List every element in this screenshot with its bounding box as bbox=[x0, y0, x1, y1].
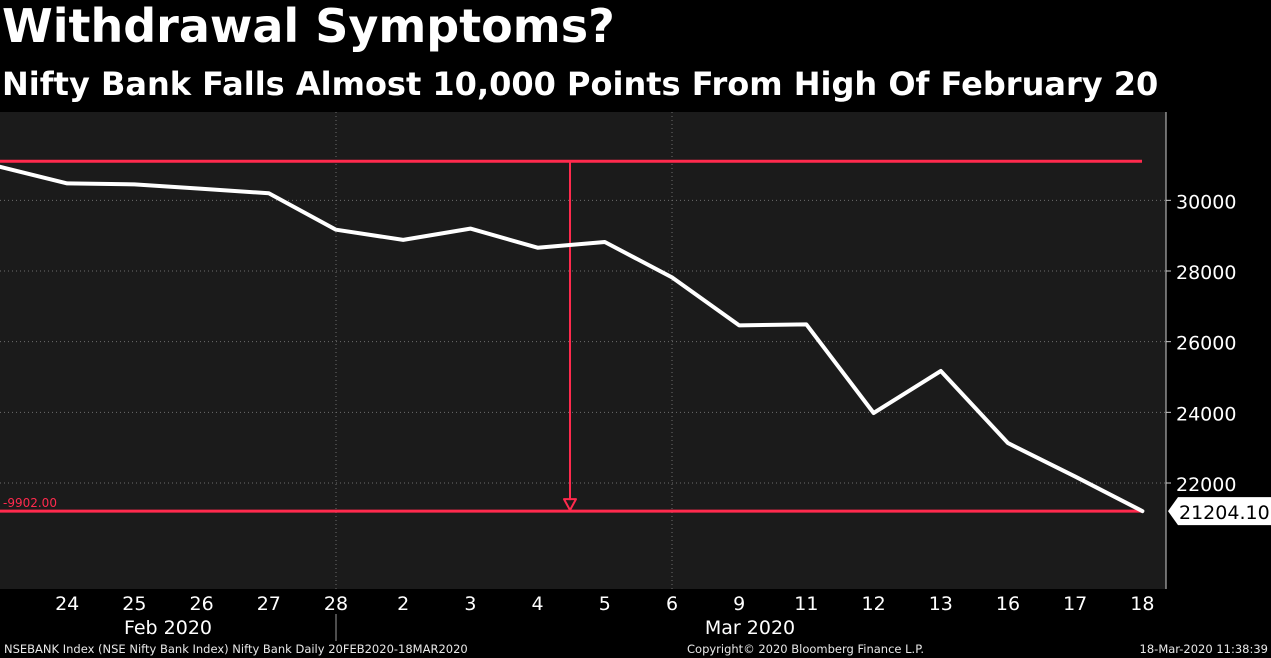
y-tick-label: 28000 bbox=[1176, 262, 1236, 284]
x-group-label: Feb 2020 bbox=[124, 617, 212, 639]
x-tick-label: 27 bbox=[257, 593, 281, 615]
chart-subtitle: Nifty Bank Falls Almost 10,000 Points Fr… bbox=[2, 65, 1159, 103]
x-tick-label: 4 bbox=[532, 593, 544, 615]
difference-label: -9902.00 bbox=[3, 496, 57, 510]
x-tick-label: 9 bbox=[733, 593, 745, 615]
footer-timestamp: 18-Mar-2020 11:38:39 bbox=[1139, 642, 1268, 656]
last-value-label: 21204.10 bbox=[1179, 502, 1270, 524]
chart-title: Withdrawal Symptoms? bbox=[2, 0, 615, 53]
axis-layer: 22000 24000 26000 28000 30000 24 25 26 27 28 2 3 4 5 6… bbox=[55, 112, 1271, 641]
x-tick-label: 16 bbox=[996, 593, 1020, 615]
footer-source: NSEBANK Index (NSE Nifty Bank Index) Nif… bbox=[4, 642, 468, 656]
drop-arrow-head bbox=[563, 498, 577, 512]
x-tick-label: 3 bbox=[464, 593, 476, 615]
y-tick-label: 30000 bbox=[1176, 191, 1236, 213]
x-tick-label: 24 bbox=[55, 593, 79, 615]
y-tick-label: 24000 bbox=[1176, 403, 1236, 425]
x-tick-label: 12 bbox=[862, 593, 886, 615]
x-tick-label: 6 bbox=[666, 593, 678, 615]
x-tick-label: 2 bbox=[397, 593, 409, 615]
x-tick-label: 28 bbox=[324, 593, 348, 615]
x-tick-label: 5 bbox=[599, 593, 611, 615]
x-tick-label: 25 bbox=[122, 593, 146, 615]
last-value-callout bbox=[1168, 497, 1271, 526]
x-tick-label: 13 bbox=[929, 593, 953, 615]
y-tick-label: 26000 bbox=[1176, 333, 1236, 355]
series-layer bbox=[0, 164, 1145, 514]
footer-copyright: Copyright© 2020 Bloomberg Finance L.P. bbox=[687, 642, 924, 656]
plot-area bbox=[0, 112, 1166, 589]
x-group-label: Mar 2020 bbox=[705, 617, 795, 639]
annotation-layer: -9902.00 bbox=[0, 159, 1142, 513]
y-tick-label: 22000 bbox=[1176, 474, 1236, 496]
series-line bbox=[0, 164, 1145, 514]
x-tick-label: 18 bbox=[1130, 593, 1154, 615]
x-tick-label: 26 bbox=[190, 593, 214, 615]
x-tick-label: 17 bbox=[1063, 593, 1087, 615]
x-tick-label: 11 bbox=[794, 593, 818, 615]
